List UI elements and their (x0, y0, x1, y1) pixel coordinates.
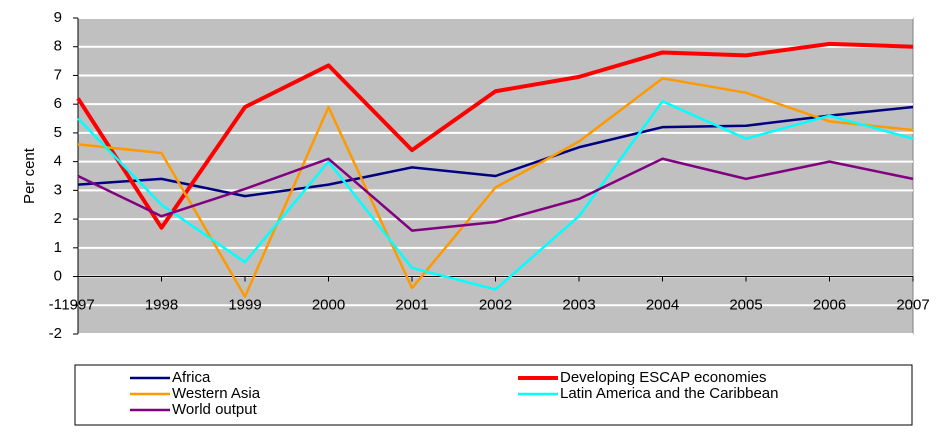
legend-label: Africa (172, 369, 211, 386)
x-tick-label: 2004 (646, 297, 679, 314)
x-tick-label: 1999 (228, 297, 261, 314)
x-tick-label: 2000 (312, 297, 345, 314)
y-tick-label: 2 (54, 210, 62, 227)
x-tick-label: 2005 (729, 297, 762, 314)
x-tick-label: 2003 (562, 297, 595, 314)
legend-box (74, 364, 913, 426)
series-line (77, 77, 914, 298)
y-tick-label: 4 (54, 153, 62, 170)
series-line (76, 41, 914, 230)
y-tick-label: 1 (54, 239, 62, 256)
x-tick-label: 2006 (813, 297, 846, 314)
x-tick-label: 2002 (479, 297, 512, 314)
x-tick-label: 2001 (395, 297, 428, 314)
y-tick-label: 0 (54, 268, 62, 285)
x-tick-label: 1997 (61, 297, 94, 314)
y-tick-label: 8 (54, 38, 62, 55)
legend-label: Developing ESCAP economies (560, 369, 767, 386)
series-line (77, 105, 914, 198)
y-tick-label: 7 (54, 66, 62, 83)
y-tick-label: -1 (49, 296, 62, 313)
series-line (77, 100, 914, 291)
y-tick-label: -2 (49, 325, 62, 342)
y-tick-label: 9 (54, 9, 62, 26)
y-tick-label: 6 (54, 95, 62, 112)
series-line (77, 157, 914, 232)
y-tick-label: 5 (54, 124, 62, 141)
x-tick-label: 2007 (896, 297, 929, 314)
legend-label: World output (172, 401, 258, 418)
y-tick-label: 3 (54, 181, 62, 198)
y-axis-label: Per cent (21, 147, 38, 204)
x-tick-label: 1998 (145, 297, 178, 314)
legend-label: Western Asia (172, 385, 261, 402)
legend-label: Latin America and the Caribbean (560, 385, 778, 402)
